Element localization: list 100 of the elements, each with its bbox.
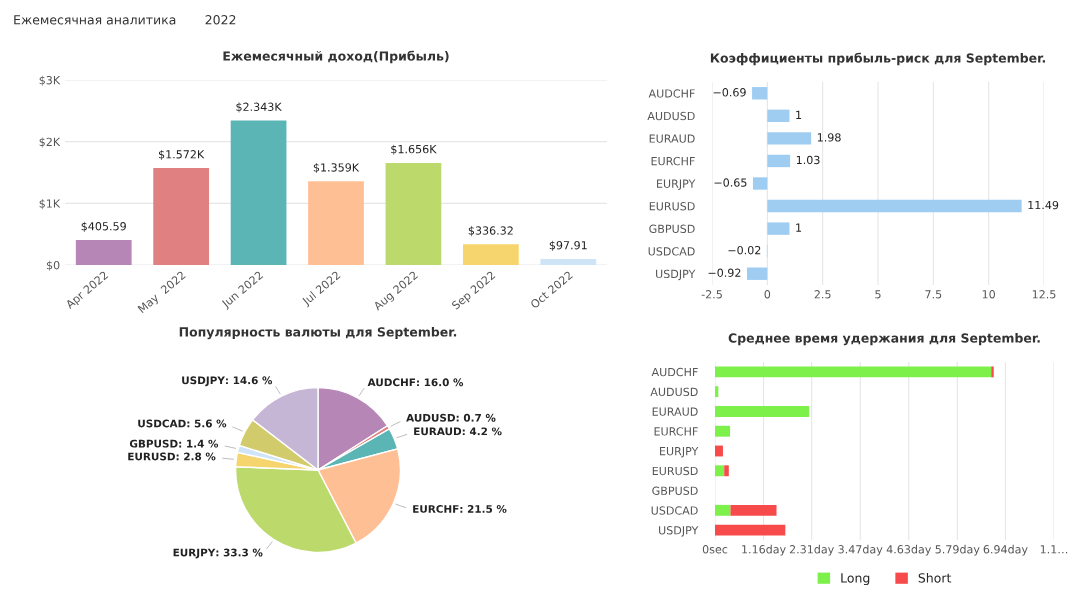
x-tick-label: 0 — [764, 290, 771, 299]
data-label: $1.572K — [158, 149, 205, 160]
data-label: $1.656K — [391, 144, 437, 155]
data-label: : 4.2 % — [462, 427, 502, 436]
data-label: $97.91 — [549, 240, 587, 251]
x-tick-label: 7.5 — [925, 290, 942, 299]
y-tick-label: EURUSD — [649, 202, 695, 211]
data-label: : 2.8 % — [176, 452, 216, 461]
y-tick-label: GBPUSD — [652, 486, 698, 495]
slice-label: AUDCHF — [367, 378, 416, 387]
data-label: : 0.7 % — [456, 413, 496, 422]
bar — [715, 386, 719, 398]
bar — [308, 181, 364, 265]
data-label: : 14.6 % — [226, 376, 273, 385]
y-tick-label: EURJPY — [660, 447, 699, 458]
bar — [746, 267, 768, 280]
bar — [752, 177, 768, 190]
y-tick-label: $3K — [39, 75, 61, 86]
bar — [75, 239, 132, 265]
slice-label: EURUSD — [128, 452, 175, 461]
data-label: −0.92 — [708, 268, 741, 277]
x-tick-label: 5 — [875, 290, 881, 299]
x-tick-label: 1.1… — [1040, 545, 1068, 554]
x-tick-label: 5.79day — [935, 544, 980, 556]
x-tick-label: 10 — [982, 290, 995, 299]
y-tick-label: EURUSD — [652, 466, 698, 476]
y-tick-label: EURAUD — [649, 134, 695, 143]
data-label: $2.343K — [236, 102, 282, 113]
bar — [767, 154, 791, 168]
bar — [991, 366, 994, 378]
y-tick-label: $0 — [46, 260, 60, 271]
x-tick-label: 0sec — [702, 545, 728, 554]
bar — [715, 406, 810, 417]
slice-label: EURJPY — [173, 548, 216, 559]
data-label: : 16.0 % — [417, 378, 464, 387]
x-tick-label: 2.31day — [789, 544, 834, 556]
x-tick-label: -2.5 — [701, 290, 722, 299]
bar — [715, 366, 992, 378]
y-tick-label: $2K — [39, 137, 61, 148]
bar — [715, 504, 731, 516]
y-tick-label: USDJPY — [656, 269, 696, 281]
data-label: : 5.6 % — [187, 419, 227, 428]
data-label: $405.59 — [81, 221, 126, 232]
bar — [767, 199, 1022, 213]
text: 2022 — [205, 15, 236, 25]
y-tick-label: EURAUD — [652, 407, 698, 416]
data-label: 1.03 — [796, 155, 820, 165]
bar — [715, 445, 723, 457]
y-tick-label: USDCAD — [651, 506, 698, 515]
data-label: : 1.4 % — [179, 439, 219, 448]
slice-label: GBPUSD — [129, 439, 178, 448]
data-label: 11.49 — [1028, 200, 1059, 210]
y-tick-label: $1K — [39, 199, 61, 210]
data-label: 1 — [796, 223, 802, 232]
bar — [752, 87, 768, 100]
data-label: 1.98 — [817, 133, 841, 142]
bar — [767, 109, 790, 123]
chart-title: Среднее время удержания для September. — [728, 333, 1040, 346]
data-label: $336.32 — [468, 226, 513, 237]
y-tick-label: AUDUSD — [650, 387, 698, 397]
x-tick-label: 1.16day — [742, 544, 786, 556]
x-tick-label: 3.47day — [838, 544, 883, 556]
data-label: −0.69 — [713, 88, 746, 97]
y-tick-label: AUDUSD — [647, 111, 695, 121]
bar — [730, 504, 777, 516]
x-tick-label: 6.94day — [983, 544, 1028, 556]
slice-label: USDCAD — [138, 419, 186, 428]
bar — [767, 222, 790, 235]
y-tick-label: USDJPY — [659, 526, 699, 537]
bar — [767, 132, 812, 145]
data-label: $1.359K — [313, 163, 360, 174]
x-tick-label: 4.63day — [886, 544, 932, 556]
legend-label: Long — [841, 573, 870, 586]
slice-label: EURCHF — [413, 504, 459, 513]
bar — [462, 244, 519, 265]
y-tick-label: USDCAD — [648, 247, 695, 256]
bar — [540, 258, 597, 265]
slice-label: AUDUSD — [406, 413, 456, 422]
slice-label: EURAUD — [414, 427, 462, 436]
slice-label: USDJPY — [182, 376, 225, 387]
x-tick-label: 12.5 — [1032, 290, 1056, 299]
bar — [385, 162, 442, 265]
data-label: −0.02 — [728, 245, 761, 255]
chart-title: Популярность валюты для September. — [179, 326, 457, 340]
text: Ежемесячная аналитика — [14, 15, 176, 25]
data-label: 1 — [796, 110, 802, 119]
y-tick-label: EURCHF — [654, 427, 698, 436]
bar — [153, 168, 210, 265]
y-tick-label: AUDCHF — [651, 367, 698, 377]
bar — [230, 120, 287, 265]
y-tick-label: AUDCHF — [648, 89, 695, 98]
bar — [715, 465, 725, 477]
data-label: : 33.3 % — [216, 548, 263, 557]
bar — [715, 425, 731, 437]
bar — [724, 465, 729, 477]
data-label: : 21.5 % — [460, 504, 507, 513]
chart-title: Ежемесячный доход(Прибыль) — [223, 50, 449, 64]
bar — [715, 524, 786, 536]
data-label: −0.65 — [714, 178, 747, 187]
chart-title: Коэффициенты прибыль-риск для September. — [710, 52, 1045, 66]
